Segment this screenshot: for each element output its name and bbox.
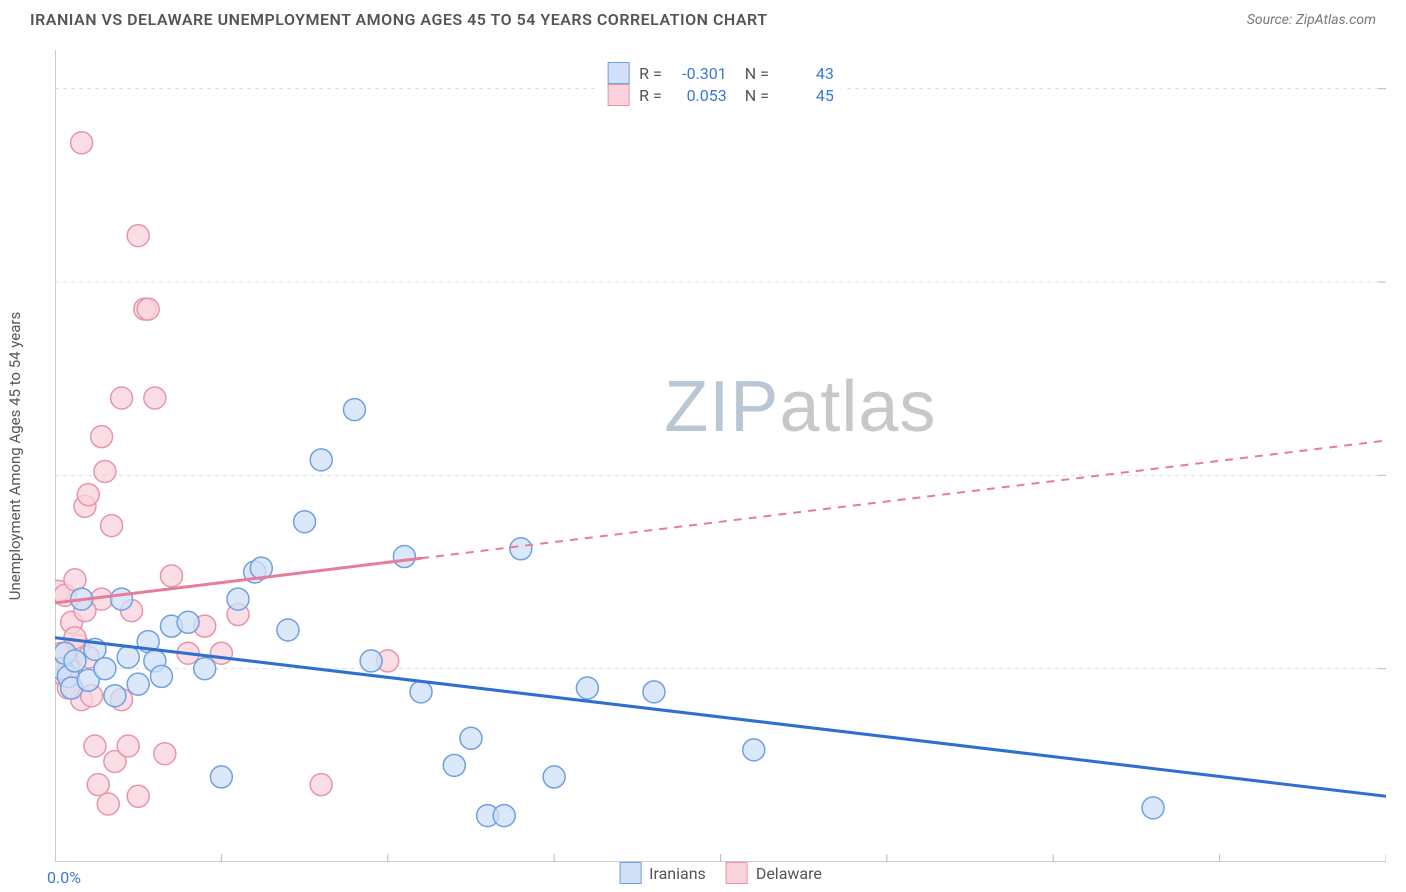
legend-item: Iranians: [619, 862, 706, 884]
n-value: 43: [779, 64, 834, 83]
chart-area: Unemployment Among Ages 45 to 54 years R…: [55, 50, 1386, 862]
y-axis-label: Unemployment Among Ages 45 to 54 years: [6, 312, 24, 600]
r-value: -0.301: [672, 64, 727, 83]
n-label: N =: [737, 64, 769, 83]
legend-label: Delaware: [756, 864, 822, 883]
r-label: R =: [639, 86, 662, 105]
legend-swatch: [619, 862, 641, 884]
source-label: Source: ZipAtlas.com: [1247, 12, 1376, 28]
n-label: N =: [737, 86, 769, 105]
legend-swatch: [607, 84, 629, 106]
correlation-row: R = 0.053 N = 45: [607, 84, 834, 106]
x-origin-label: 0.0%: [47, 868, 81, 887]
n-value: 45: [779, 86, 834, 105]
r-label: R =: [639, 64, 662, 83]
legend-swatch: [607, 62, 629, 84]
legend-swatch: [726, 862, 748, 884]
scatter-chart: [55, 50, 1386, 862]
correlation-legend: R = -0.301 N = 43 R = 0.053 N = 45: [598, 58, 843, 110]
series-legend: Iranians Delaware: [619, 862, 822, 884]
chart-title: IRANIAN VS DELAWARE UNEMPLOYMENT AMONG A…: [30, 10, 768, 29]
legend-item: Delaware: [726, 862, 822, 884]
correlation-row: R = -0.301 N = 43: [607, 62, 834, 84]
r-value: 0.053: [672, 86, 727, 105]
legend-label: Iranians: [649, 864, 706, 883]
